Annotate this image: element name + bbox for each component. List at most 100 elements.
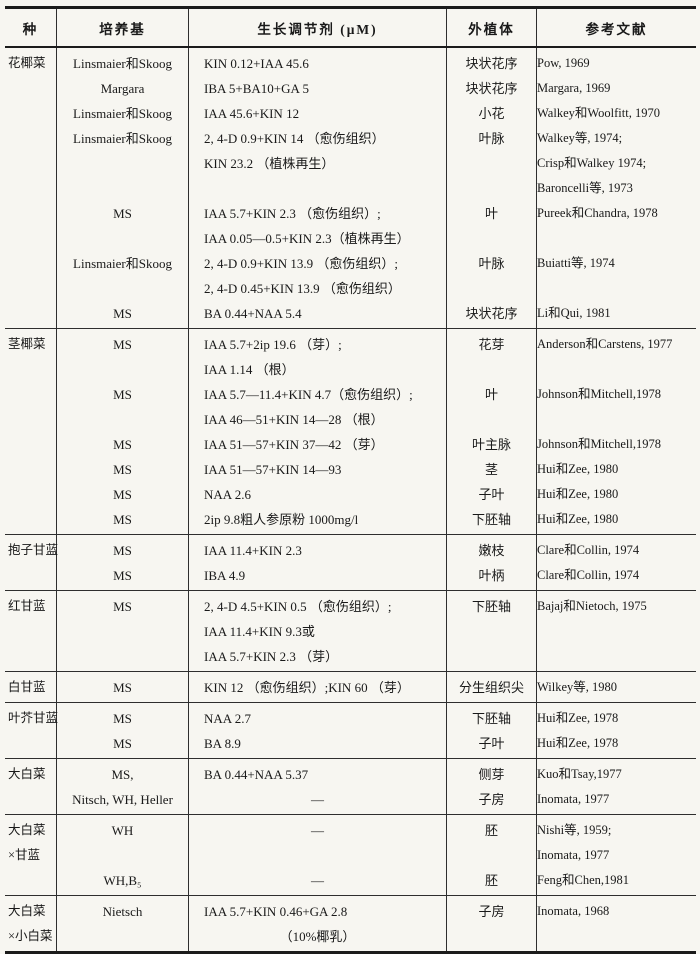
entries-column: MS KIN 12 （愈伤组织）;KIN 60 （芽） 分生组织尖 Wilkey等, … [57, 672, 696, 702]
medium-cell: MS [57, 382, 189, 432]
regulator-line: 2, 4-D 0.9+KIN 13.9 （愈伤组织）; [204, 256, 399, 271]
species-cell: 大白菜 ×小白菜 [5, 896, 57, 951]
references-cell: Hui和Zee, 1980 [537, 482, 696, 507]
explant-cell: 嫩枝 [447, 535, 537, 563]
explant-cell: 胚 [447, 868, 537, 895]
medium-cell: MS [57, 672, 189, 702]
medium-cell: MS [57, 507, 189, 534]
regulator-line: IAA 5.7+KIN 0.46+GA 2.8 [204, 904, 348, 919]
explant-cell: 胚 [447, 815, 537, 868]
explant-cell: 下胚轴 [447, 703, 537, 731]
table-row: MS IAA 11.4+KIN 2.3 嫩枝 Clare和Collin, 1974 [57, 535, 696, 563]
regulator-line: IAA 45.6+KIN 12 [204, 106, 300, 121]
reference-line: Feng和Chen,1981 [537, 873, 630, 887]
regulator-line: 2, 4-D 0.45+KIN 13.9 （愈伤组织） [204, 281, 401, 296]
regulators-cell: NAA 2.7 [189, 703, 447, 731]
references-cell: Clare和Collin, 1974 [537, 563, 696, 590]
reference-line: Inomata, 1977 [537, 792, 610, 806]
medium-cell: Nitsch, WH, Heller [57, 787, 189, 814]
medium-cell: MS [57, 731, 189, 758]
references-cell: Feng和Chen,1981 [537, 868, 696, 895]
references-cell: Li和Qui, 1981 [537, 301, 696, 328]
species-cell: 大白菜 ×甘蓝 [5, 815, 57, 895]
references-cell: Walkey和Woolfitt, 1970 [537, 101, 696, 126]
references-cell: Pow, 1969 [537, 48, 696, 76]
regulator-line: IAA 5.7+KIN 2.3 （芽） [204, 649, 339, 664]
explant-cell: 茎 [447, 457, 537, 482]
table-row: MS IAA 5.7+2ip 19.6 （芽）; IAA 1.14 （根） 花芽 And… [57, 329, 696, 382]
reference-line: Margara, 1969 [537, 81, 611, 95]
references-cell: Johnson和Mitchell,1978 [537, 382, 696, 432]
table-row: MS IAA 51—57+KIN 14—93 茎 Hui和Zee, 1980 [57, 457, 696, 482]
medium-cell: Margara [57, 76, 189, 101]
explant-cell: 子叶 [447, 731, 537, 758]
explant-cell: 叶 [447, 382, 537, 432]
table-row: MS IBA 4.9 叶柄 Clare和Collin, 1974 [57, 563, 696, 590]
tissue-culture-table: 种 培养基 生长调节剂 (μM) 外植体 参考文献 花椰菜 Linsmaier和S… [5, 6, 696, 954]
references-cell: Hui和Zee, 1978 [537, 703, 696, 731]
table-row: Nietsch IAA 5.7+KIN 0.46+GA 2.8 （10%椰乳） 子房 I… [57, 896, 696, 951]
medium-cell: MS [57, 563, 189, 590]
table-row: Linsmaier和Skoog 2, 4-D 0.9+KIN 14 （愈伤组织） K… [57, 126, 696, 201]
regulator-line: NAA 2.6 [204, 487, 251, 502]
explant-cell: 块状花序 [447, 48, 537, 76]
explant-cell: 块状花序 [447, 301, 537, 328]
table-row: MS IAA 5.7+KIN 2.3 （愈伤组织）; IAA 0.05—0.5+KI… [57, 201, 696, 251]
regulators-cell: 2, 4-D 0.9+KIN 13.9 （愈伤组织）; 2, 4-D 0.45+K… [189, 251, 447, 301]
regulators-cell: IAA 11.4+KIN 2.3 [189, 535, 447, 563]
medium-cell: MS, [57, 759, 189, 787]
medium-cell: MS [57, 703, 189, 731]
references-cell: Pureek和Chandra, 1978 [537, 201, 696, 251]
table-header-row: 种 培养基 生长调节剂 (μM) 外植体 参考文献 [5, 9, 696, 48]
species-line: 花椰菜 [8, 56, 46, 70]
species-cell: 抱子甘蓝 [5, 535, 58, 590]
explant-cell: 叶柄 [447, 563, 537, 590]
entries-column: MS IAA 11.4+KIN 2.3 嫩枝 Clare和Collin, 1974 MS… [57, 535, 696, 590]
species-line: 白甘蓝 [8, 680, 46, 694]
references-cell: Walkey等, 1974; Crisp和Walkey 1974; Baroncel… [537, 126, 696, 201]
references-cell: Hui和Zee, 1978 [537, 731, 696, 758]
reference-line: Johnson和Mitchell,1978 [537, 437, 661, 451]
regulator-line: IAA 1.14 （根） [204, 362, 295, 377]
medium-cell: MS [57, 535, 189, 563]
species-section: 白甘蓝 MS KIN 12 （愈伤组织）;KIN 60 （芽） 分生组织尖 Wilkey… [5, 672, 696, 703]
references-cell: Inomata, 1977 [537, 787, 696, 814]
entries-column: Linsmaier和Skoog KIN 0.12+IAA 45.6 块状花序 Pow,… [57, 48, 696, 328]
table-row: MS, BA 0.44+NAA 5.37 侧芽 Kuo和Tsay,1977 [57, 759, 696, 787]
header-col-regulators: 生长调节剂 (μM) [189, 9, 447, 46]
table-row: WH — 胚 Nishi等, 1959; Inomata, 1977 [57, 815, 696, 868]
species-line: 茎椰菜 [8, 337, 46, 351]
species-section: 茎椰菜 MS IAA 5.7+2ip 19.6 （芽）; IAA 1.14 （根） 花芽… [5, 329, 696, 535]
regulator-line: KIN 0.12+IAA 45.6 [204, 56, 309, 71]
regulator-line: IAA 51—57+KIN 37—42 （芽） [204, 437, 384, 452]
species-cell: 花椰菜 [5, 48, 57, 328]
reference-line: Clare和Collin, 1974 [537, 568, 640, 582]
species-line: ×小白菜 [8, 929, 53, 943]
table-body: 花椰菜 Linsmaier和Skoog KIN 0.12+IAA 45.6 块状花序 P… [5, 48, 696, 951]
explant-cell: 小花 [447, 101, 537, 126]
medium-cell: Linsmaier和Skoog [57, 48, 189, 76]
table-row: MS KIN 12 （愈伤组织）;KIN 60 （芽） 分生组织尖 Wilkey等, … [57, 672, 696, 702]
regulators-cell: BA 0.44+NAA 5.37 [189, 759, 447, 787]
reference-line: Pureek和Chandra, 1978 [537, 206, 658, 220]
header-col-explant: 外植体 [447, 9, 537, 46]
table-row: MS NAA 2.6 子叶 Hui和Zee, 1980 [57, 482, 696, 507]
table-row: Margara IBA 5+BA10+GA 5 块状花序 Margara, 1969 [57, 76, 696, 101]
regulators-cell: IAA 51—57+KIN 37—42 （芽） [189, 432, 447, 457]
table-row: MS NAA 2.7 下胚轴 Hui和Zee, 1978 [57, 703, 696, 731]
explant-cell: 子房 [447, 896, 537, 951]
references-cell: Buiatti等, 1974 [537, 251, 696, 301]
regulator-line: BA 0.44+NAA 5.37 [204, 767, 309, 782]
medium-cell: Linsmaier和Skoog [57, 101, 189, 126]
regulators-cell: IAA 51—57+KIN 14—93 [189, 457, 447, 482]
reference-line: Walkey等, 1974; [537, 131, 623, 145]
regulators-cell: — [189, 815, 447, 868]
species-line: 大白菜 [8, 767, 46, 781]
table-row: MS BA 0.44+NAA 5.4 块状花序 Li和Qui, 1981 [57, 301, 696, 328]
regulators-cell: — [189, 787, 447, 814]
table-row: MS BA 8.9 子叶 Hui和Zee, 1978 [57, 731, 696, 758]
explant-cell: 花芽 [447, 329, 537, 382]
reference-line: Hui和Zee, 1978 [537, 711, 619, 725]
regulator-line: KIN 23.2 （植株再生） [204, 156, 335, 171]
